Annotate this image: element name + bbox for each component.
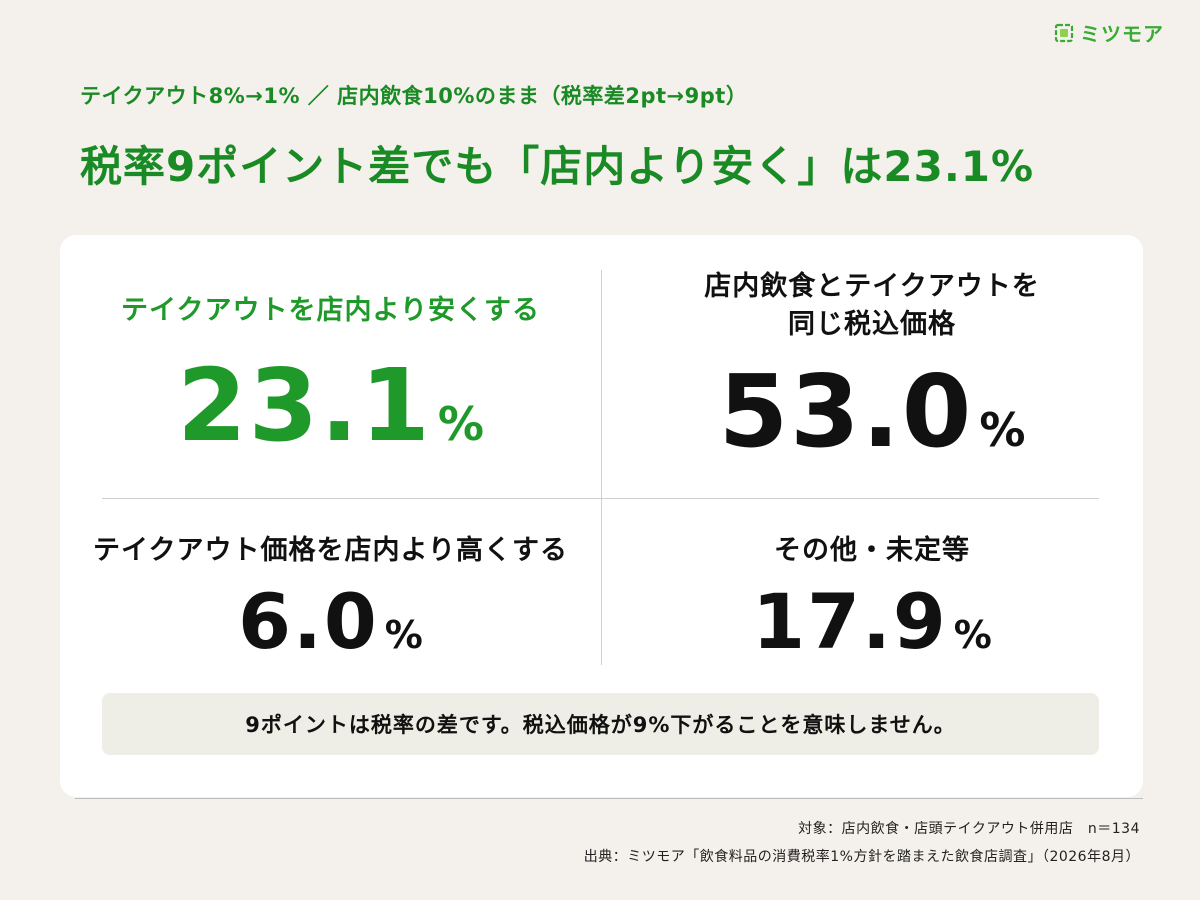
result-value-wrap: 23.1% [60, 356, 601, 456]
result-more-expensive: テイクアウト価格を店内より高くする 6.0% [60, 532, 601, 660]
result-value: 6.0 [238, 577, 379, 666]
footer-target: 対象：店内飲食・店頭テイクアウト併用店 n＝134 [798, 821, 1140, 837]
logo-icon [1054, 23, 1074, 42]
subtitle: テイクアウト8%→1% ／ 店内飲食10%のまま（税率差2pt→9pt） [80, 84, 748, 108]
result-label: その他・未定等 [774, 535, 970, 566]
result-other: その他・未定等 17.9% [601, 532, 1143, 660]
result-value: 23.1 [177, 347, 432, 464]
result-value-wrap: 53.0% [601, 362, 1143, 462]
horizontal-divider [102, 498, 1099, 499]
note-text: 9ポイントは税率の差です。税込価格が9%下がることを意味しません。 [245, 713, 956, 737]
result-label: テイクアウト価格を店内より高くする [93, 535, 568, 566]
footer-divider [75, 798, 1143, 799]
result-label-line2: 同じ税込価格 [788, 309, 956, 340]
result-unit: % [953, 613, 992, 657]
vertical-divider [601, 270, 602, 665]
result-label-line1: 店内飲食とテイクアウトを [704, 271, 1040, 302]
result-unit: % [384, 613, 423, 657]
headline: 税率9ポイント差でも「店内より安く」は23.1% [80, 142, 1035, 191]
result-value-wrap: 17.9% [601, 584, 1143, 660]
footer-source: 出典：ミツモア「飲食料品の消費税率1%方針を踏まえた飲食店調査」（2026年8月… [583, 849, 1140, 865]
result-value-wrap: 6.0% [60, 584, 601, 660]
result-value: 17.9 [752, 577, 948, 666]
result-unit: % [437, 397, 484, 451]
result-label: テイクアウトを店内より安くする [121, 295, 540, 326]
result-cheaper: テイクアウトを店内より安くする 23.1% [60, 292, 601, 456]
result-value: 53.0 [718, 353, 974, 470]
result-same-price: 店内飲食とテイクアウトを 同じ税込価格 53.0% [601, 268, 1143, 462]
brand-logo: ミツモア [1054, 18, 1164, 47]
result-unit: % [979, 403, 1026, 457]
note-box: 9ポイントは税率の差です。税込価格が9%下がることを意味しません。 [102, 693, 1099, 755]
results-card: テイクアウトを店内より安くする 23.1% 店内飲食とテイクアウトを 同じ税込価… [60, 235, 1143, 797]
brand-name: ミツモア [1080, 22, 1164, 46]
